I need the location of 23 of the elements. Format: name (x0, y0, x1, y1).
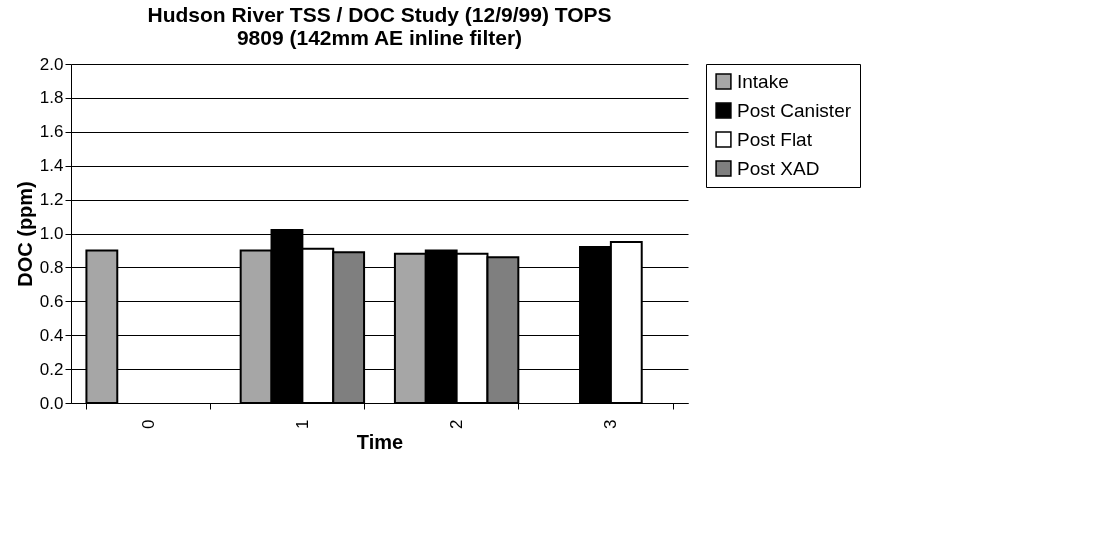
text: Hudson River TSS / DOC Study (12/9/99) TOPS (147, 3, 612, 26)
y-axis-title: DOC (ppm) (13, 181, 36, 287)
y-tick-label: 2.0 (39, 54, 64, 74)
y-tick-label: 0.0 (39, 393, 64, 413)
y-tick-label: 1.6 (39, 122, 64, 142)
legend-label: Post Canister (737, 99, 852, 121)
y-tick-label: 1.0 (39, 224, 64, 243)
legend-label: Post XAD (737, 157, 820, 179)
x-tick-label: 2 (447, 419, 467, 429)
y-tick-label: 1.4 (39, 156, 64, 176)
x-tick-label: 1 (292, 419, 312, 429)
x-tick-label: 0 (138, 419, 158, 429)
x-tick-label: 3 (601, 419, 621, 429)
y-tick-label: 0.4 (39, 325, 64, 345)
y-tick-label: 0.2 (39, 359, 64, 379)
legend-label: Intake (737, 70, 789, 92)
y-tick-label: 0.6 (39, 291, 64, 311)
x-axis-title: Time (356, 430, 404, 453)
text: 9809 (142mm AE inline filter) (236, 26, 523, 49)
y-tick-label: 0.8 (39, 257, 64, 277)
y-tick-label: 1.2 (39, 190, 64, 210)
legend-label: Post Flat (737, 128, 813, 150)
y-tick-label: 1.8 (39, 88, 64, 108)
